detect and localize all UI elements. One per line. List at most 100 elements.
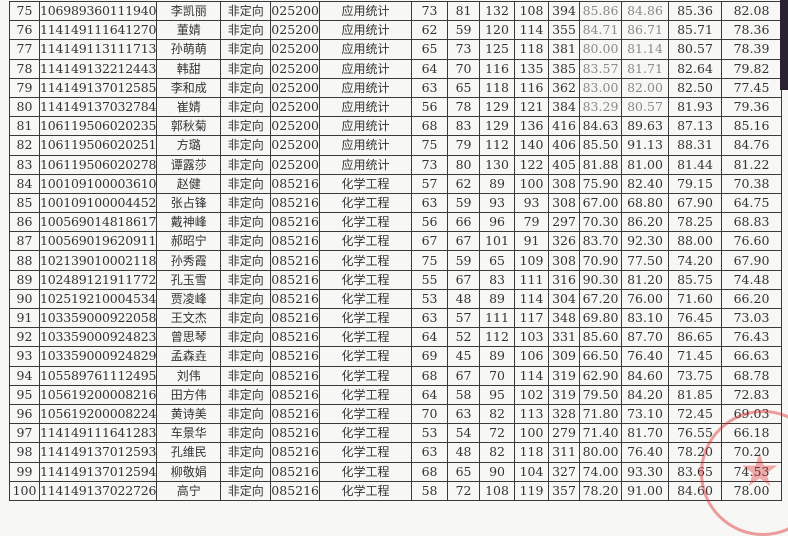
- score-english: 65: [447, 77, 481, 98]
- interview-score-1: 81.88: [579, 154, 623, 175]
- score-subject1: 95: [479, 384, 516, 405]
- table-row: 76 114149111641270 董婧 非定向 025200 应用统计 62 59 120 1…: [9, 20, 783, 41]
- major-code: 025200: [270, 154, 321, 175]
- major-name: 化学工程: [319, 231, 413, 252]
- score-subject2: 111: [514, 269, 550, 290]
- score-politics: 64: [411, 384, 449, 405]
- interview-score-2: 73.10: [621, 403, 670, 425]
- score-subject2: 108: [514, 0, 550, 22]
- row-number: 100: [9, 480, 40, 501]
- final-score: 69.03: [721, 403, 783, 425]
- score-politics: 57: [411, 173, 449, 194]
- total-score: 405: [548, 154, 581, 175]
- score-table-scan: 75 106989360111940 李凯丽 非定向 025200 应用统计 73 81 132…: [9, 0, 783, 501]
- row-number: 95: [9, 384, 40, 405]
- score-subject2: 122: [514, 154, 550, 175]
- score-politics: 56: [411, 212, 449, 233]
- row-number: 87: [9, 231, 40, 252]
- total-score: 406: [548, 135, 581, 156]
- score-subject1: 96: [479, 212, 516, 233]
- table-row: 77 114149113111713 孙萌萌 非定向 025200 应用统计 65 73 125…: [9, 39, 783, 60]
- table-row: 84 100109100003610 赵健 非定向 085216 化学工程 57 62 89 10…: [9, 173, 783, 194]
- score-subject2: 114: [514, 20, 550, 41]
- interview-average: 72.45: [668, 403, 723, 425]
- row-number: 77: [9, 39, 40, 60]
- table-row: 93 103359000924829 孟森垚 非定向 085216 化学工程 69 45 89 1…: [9, 346, 783, 367]
- final-score: 73.03: [721, 307, 783, 329]
- score-subject2: 91: [514, 231, 550, 252]
- final-score: 70.20: [721, 442, 783, 463]
- score-english: 57: [447, 307, 481, 329]
- table-row: 92 103359000924823 曾思琴 非定向 085216 化学工程 64 52 112…: [9, 327, 783, 348]
- score-english: 58: [447, 384, 481, 405]
- total-score: 304: [548, 288, 581, 310]
- type: 非定向: [220, 39, 272, 60]
- row-number: 89: [9, 269, 40, 290]
- candidate-id: 106119506020235: [38, 116, 158, 137]
- row-number: 85: [9, 192, 40, 214]
- row-number: 94: [9, 365, 40, 386]
- score-subject1: 90: [479, 461, 516, 482]
- major-name: 化学工程: [319, 269, 413, 290]
- interview-score-1: 83.70: [579, 231, 623, 252]
- total-score: 326: [548, 231, 581, 252]
- final-score: 66.18: [721, 423, 783, 444]
- score-politics: 73: [411, 0, 449, 22]
- interview-average: 79.15: [668, 173, 723, 194]
- row-number: 82: [9, 135, 40, 156]
- final-score: 78.36: [721, 20, 783, 41]
- interview-average: 83.65: [668, 461, 723, 482]
- final-score: 68.83: [721, 212, 783, 233]
- score-politics: 75: [411, 250, 449, 271]
- type: 非定向: [220, 58, 272, 79]
- name: 田方伟: [156, 384, 222, 405]
- score-politics: 63: [411, 77, 449, 98]
- name: 孟森垚: [156, 346, 222, 367]
- major-name: 化学工程: [319, 461, 413, 482]
- table-row: 94 105589761112495 刘伟 非定向 085216 化学工程 68 67 70 11…: [9, 365, 783, 386]
- interview-score-2: 84.60: [621, 365, 670, 386]
- major-code: 025200: [270, 39, 321, 60]
- interview-score-2: 86.71: [621, 20, 670, 41]
- interview-score-2: 93.30: [621, 461, 670, 482]
- interview-score-1: 84.71: [579, 20, 623, 41]
- score-english: 67: [447, 269, 481, 290]
- name: 孙萌萌: [156, 39, 222, 60]
- row-number: 96: [9, 403, 40, 425]
- score-subject1: 89: [479, 346, 516, 367]
- score-english: 65: [447, 461, 481, 482]
- final-score: 79.82: [721, 58, 783, 79]
- table-row: 90 102519210004534 贾凌峰 非定向 085216 化学工程 53 48 89 1…: [9, 288, 783, 310]
- major-code: 085216: [270, 173, 321, 194]
- score-subject2: 118: [514, 442, 550, 463]
- interview-score-1: 78.20: [579, 480, 623, 501]
- interview-score-2: 87.70: [621, 327, 670, 348]
- score-subject1: 108: [479, 480, 516, 501]
- major-name: 应用统计: [319, 39, 413, 60]
- type: 非定向: [220, 96, 272, 118]
- type: 非定向: [220, 154, 272, 175]
- row-number: 86: [9, 212, 40, 233]
- final-score: 78.39: [721, 39, 783, 60]
- interview-score-1: 66.50: [579, 346, 623, 367]
- score-subject2: 100: [514, 173, 550, 194]
- score-subject2: 140: [514, 135, 550, 156]
- total-score: 385: [548, 58, 581, 79]
- interview-score-2: 84.20: [621, 384, 670, 405]
- type: 非定向: [220, 307, 272, 329]
- table-row: 89 102489121911772 孔玉雪 非定向 085216 化学工程 55 67 83 1…: [9, 269, 783, 290]
- score-politics: 67: [411, 231, 449, 252]
- interview-score-1: 74.00: [579, 461, 623, 482]
- major-code: 025200: [270, 96, 321, 118]
- interview-score-1: 62.90: [579, 365, 623, 386]
- major-code: 085216: [270, 231, 321, 252]
- interview-average: 81.85: [668, 384, 723, 405]
- interview-score-2: 84.86: [621, 0, 670, 22]
- major-name: 化学工程: [319, 442, 413, 463]
- row-number: 99: [9, 461, 40, 482]
- type: 非定向: [220, 116, 272, 137]
- total-score: 309: [548, 346, 581, 367]
- score-subject2: 136: [514, 116, 550, 137]
- interview-average: 76.55: [668, 423, 723, 444]
- score-subject1: 120: [479, 20, 516, 41]
